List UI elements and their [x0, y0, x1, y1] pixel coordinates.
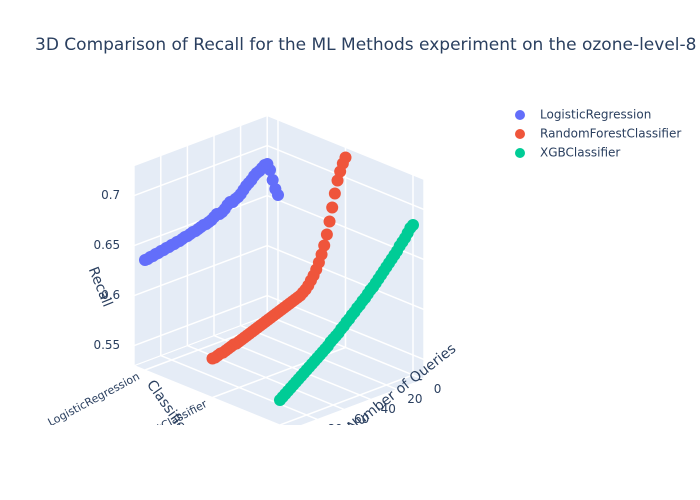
- x-tick-label: 20: [407, 392, 422, 406]
- x-tick-label: 60: [354, 412, 369, 426]
- marker: [328, 187, 341, 200]
- legend-label: RandomForestClassifier: [540, 127, 681, 141]
- marker: [266, 174, 279, 186]
- legend-marker: [515, 148, 525, 158]
- marker: [334, 165, 347, 178]
- chart-title: 3D Comparison of Recall for the ML Metho…: [35, 35, 696, 55]
- marker: [318, 239, 331, 252]
- z-tick-label: 0.65: [93, 238, 120, 252]
- grid-line: [279, 374, 414, 425]
- marker: [139, 254, 151, 266]
- legend-label: XGBClassifier: [540, 146, 620, 160]
- grid-line: [133, 294, 268, 347]
- z-tick-label: 0.7: [101, 188, 120, 202]
- legend-label: LogisticRegression: [540, 108, 651, 122]
- x-tick-label: 80: [327, 422, 342, 436]
- legend: LogisticRegression RandomForestClassifier…: [515, 108, 681, 160]
- z-tick-label: 0.55: [93, 338, 120, 352]
- x-tick-label: 0: [434, 382, 442, 396]
- marker: [274, 394, 286, 406]
- marker: [323, 215, 336, 228]
- scene: 0.550.60.650.7020406080LogisticRegressio…: [46, 114, 459, 436]
- marker: [269, 183, 282, 195]
- legend-marker: [515, 129, 525, 139]
- grid-line: [133, 244, 268, 297]
- x-tick-label: 40: [381, 402, 396, 416]
- grid-line: [133, 144, 268, 197]
- marker: [206, 352, 219, 365]
- legend-marker: [515, 110, 525, 120]
- z-tick-label: 0.6: [101, 288, 120, 302]
- marker: [326, 201, 339, 214]
- marker: [331, 174, 344, 187]
- marker: [320, 228, 333, 241]
